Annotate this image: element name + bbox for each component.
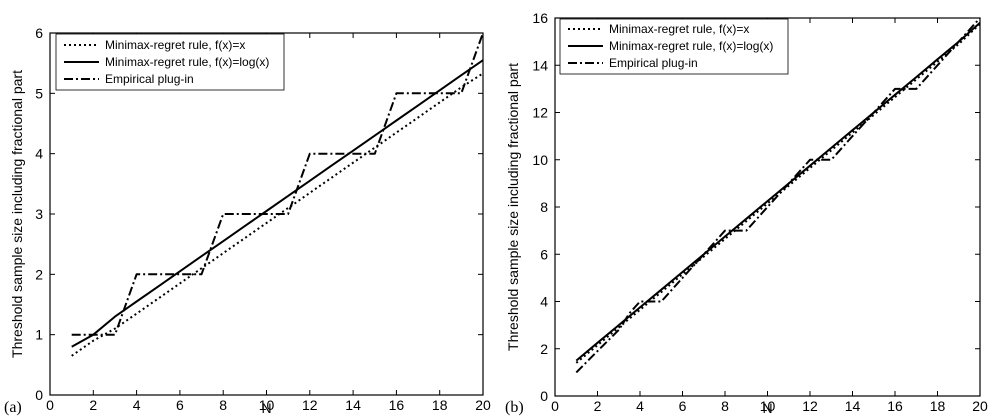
panel-a-legend-entry-1: Minimax-regret rule, f(x)=x — [105, 38, 245, 52]
panel-b-series-solid — [575, 21, 981, 362]
panel-b-x-tick-label: 0 — [551, 398, 559, 414]
panel-a-x-axis-label: N — [261, 400, 271, 416]
panel-a-x-tick-label: 10 — [259, 397, 275, 413]
panel-a-y-axis-label: Threshold sample size including fraction… — [9, 70, 25, 358]
panel-a-y-tick-label: 3 — [35, 206, 43, 222]
panel-b-x-tick-label: 10 — [760, 398, 776, 414]
panel-a-y-tick-label: 5 — [35, 85, 43, 101]
panel-b-x-tick-label: 14 — [845, 398, 861, 414]
panel-b-y-tick-label: 0 — [540, 388, 548, 404]
panel-a-x-tick-label: 16 — [389, 397, 405, 413]
panel-b-ticks: 0 2 4 6 8 10 12 14 16 18 20 0 2 4 6 8 10 12 14 16 — [532, 10, 988, 414]
panel-b-legend: Minimax-regret rule, f(x)=x Minimax-regr… — [559, 18, 789, 75]
panel-b-y-tick-label: 12 — [532, 105, 548, 121]
panel-b-x-tick-label: 18 — [930, 398, 946, 414]
panel-a-label: (a) — [4, 399, 22, 416]
panel-b-y-tick-label: 14 — [532, 57, 548, 73]
panel-a-x-tick-label: 0 — [46, 397, 54, 413]
panel-b-y-tick-label: 16 — [532, 10, 548, 26]
panel-a-x-tick-label: 6 — [176, 397, 184, 413]
panel-a-x-tick-label: 20 — [475, 397, 491, 413]
panel-a-x-tick-label: 18 — [432, 397, 448, 413]
panel-a-y-tick-label: 1 — [35, 327, 43, 343]
panel-b-y-tick-label: 6 — [540, 246, 548, 262]
panel-b-axes-frame — [554, 17, 981, 397]
panel-a-y-tick-label: 0 — [35, 387, 43, 403]
panel-b-legend-entry-1: Minimax-regret rule, f(x)=x — [609, 22, 749, 36]
panel-b-x-tick-label: 20 — [972, 398, 988, 414]
panel-a-legend-entry-2: Minimax-regret rule, f(x)=log(x) — [105, 55, 269, 69]
panel-a-plot-lines — [71, 32, 484, 357]
panel-b-y-axis-label: Threshold sample size including fraction… — [505, 63, 521, 351]
panel-b-label: (b) — [505, 399, 524, 416]
panel-a-legend-entry-3: Empirical plug-in — [105, 72, 194, 86]
panel-b-x-tick-label: 2 — [594, 398, 602, 414]
panel-b-plot-lines — [575, 17, 981, 374]
panel-a-legend: Minimax-regret rule, f(x)=x Minimax-regr… — [55, 33, 285, 91]
panel-b-legend-entry-3: Empirical plug-in — [609, 56, 698, 70]
panel-b-y-tick-label: 10 — [532, 152, 548, 168]
panel-b-y-tick-label: 8 — [540, 199, 548, 215]
panel-b-x-tick-label: 8 — [721, 398, 729, 414]
panel-a-y-tick-label: 6 — [35, 25, 43, 41]
panel-b-y-tick-label: 2 — [540, 341, 548, 357]
panel-b-x-tick-label: 6 — [679, 398, 687, 414]
panel-b: 0 2 4 6 8 10 12 14 16 18 20 0 2 4 6 8 10 12 14 16 N Thresho… — [505, 10, 988, 416]
panel-a-series-dashdot — [71, 32, 484, 336]
panel-a-series-solid — [71, 59, 484, 348]
panel-b-x-tick-label: 16 — [887, 398, 903, 414]
panel-a-y-tick-label: 4 — [35, 146, 43, 162]
panel-a-series-dotted — [71, 72, 484, 357]
panel-a-y-tick-label: 2 — [35, 266, 43, 282]
panel-b-y-tick-label: 4 — [540, 294, 548, 310]
panel-b-legend-entry-2: Minimax-regret rule, f(x)=log(x) — [609, 39, 773, 53]
panel-a-x-tick-label: 12 — [302, 397, 318, 413]
panel-b-x-axis-label: N — [762, 400, 772, 416]
panel-b-x-tick-label: 4 — [636, 398, 644, 414]
panel-b-series-dashdot — [575, 17, 981, 374]
panel-a-x-tick-label: 4 — [133, 397, 141, 413]
panel-a-x-tick-label: 2 — [89, 397, 97, 413]
panel-a-x-tick-label: 14 — [345, 397, 361, 413]
panel-a-x-tick-label: 8 — [219, 397, 227, 413]
panel-b-x-tick-label: 12 — [802, 398, 818, 414]
